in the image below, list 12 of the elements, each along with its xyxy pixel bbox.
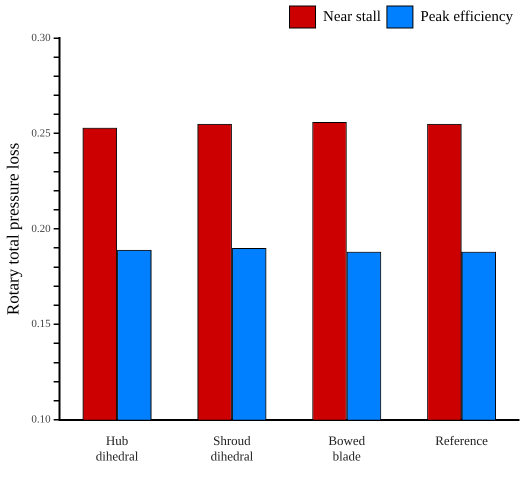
x-tick-label: Reference (435, 433, 488, 448)
x-tick-label: Shroud dihedral (210, 433, 254, 464)
x-tick-label: Bowed blade (328, 433, 366, 464)
y-tick-label: 0.15 (31, 318, 52, 330)
text: 0.10 (31, 414, 51, 426)
legend-label: Near stall (323, 8, 381, 25)
x-tick-label: Hub dihedral (96, 433, 139, 464)
legend-label: Peak efficiency (420, 8, 514, 25)
y-tick-label: 0.30 (31, 32, 52, 44)
y-tick-label: 0.20 (31, 222, 52, 235)
y-tick-label: 0.25 (31, 127, 52, 140)
y-axis-title: Rotary total pressure loss (4, 142, 23, 316)
